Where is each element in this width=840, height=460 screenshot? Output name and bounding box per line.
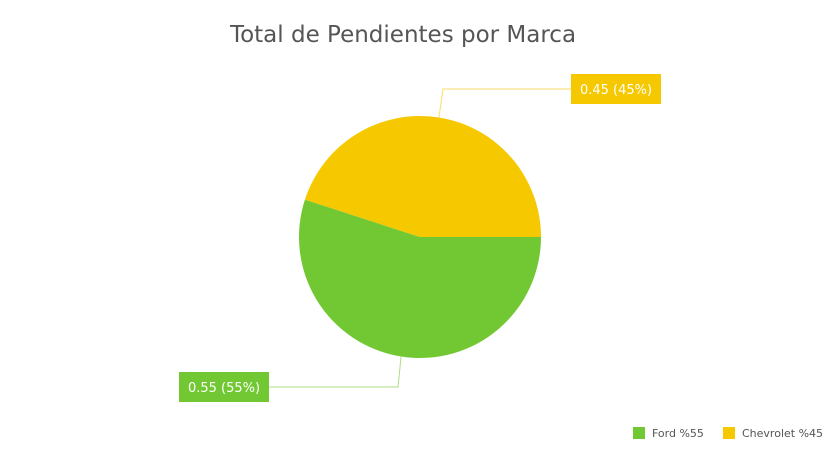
- legend-swatch-chevrolet-45[interactable]: [723, 427, 735, 439]
- leader-line-ford-55: [269, 356, 402, 388]
- pie-slice-ford-55[interactable]: [298, 199, 541, 359]
- data-label-chevrolet-45: 0.45 (45%): [580, 83, 652, 98]
- pie-slices: [298, 116, 541, 359]
- legend-swatch-ford-55[interactable]: [633, 427, 645, 439]
- pie-slice-chevrolet-45[interactable]: [304, 116, 541, 237]
- legend-label-chevrolet-45[interactable]: Chevrolet %45: [742, 427, 823, 440]
- data-label-box-ford-55: [179, 372, 269, 402]
- chart-title: Total de Pendientes por Marca: [229, 22, 576, 48]
- legend-label-ford-55[interactable]: Ford %55: [652, 427, 704, 440]
- legend: Ford %55 Chevrolet %45: [633, 427, 823, 440]
- data-label-ford-55: 0.55 (55%): [188, 381, 260, 396]
- data-label-box-chevrolet-45: [571, 74, 661, 104]
- leader-line-chevrolet-45: [438, 88, 571, 118]
- data-labels: 0.55 (55%) 0.45 (45%): [179, 74, 661, 402]
- leader-lines: [269, 88, 571, 388]
